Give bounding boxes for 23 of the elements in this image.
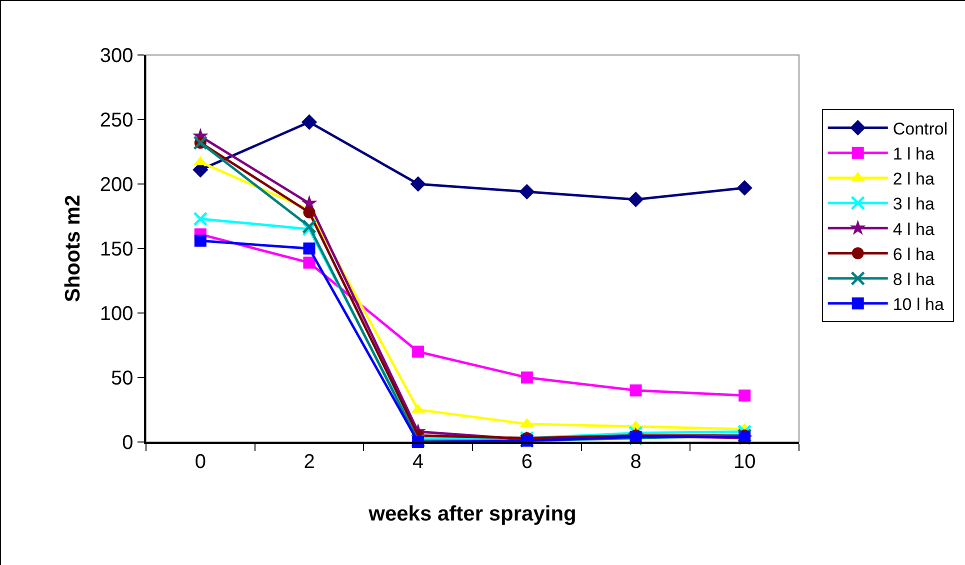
legend-label: 1 l ha xyxy=(892,144,935,164)
x-tick-label: 8 xyxy=(630,450,642,473)
x-tick-label: 2 xyxy=(304,450,315,473)
x-tick-label: 4 xyxy=(412,450,424,473)
y-tick-label: 250 xyxy=(100,110,134,132)
legend-label: 8 l ha xyxy=(892,270,935,289)
legend-label: 3 l ha xyxy=(892,194,935,214)
x-tick-label: 6 xyxy=(521,450,532,473)
y-tick-label: 50 xyxy=(111,368,134,390)
legend-label: 4 l ha xyxy=(892,220,935,239)
y-tick-label: 200 xyxy=(100,174,134,196)
legend-label: 6 l ha xyxy=(892,244,935,264)
x-axis-title: weeks after spraying xyxy=(368,502,576,526)
legend-label: Control xyxy=(892,119,948,138)
y-axis-title: Shoots m2 xyxy=(62,194,85,302)
x-tick-label: 0 xyxy=(194,450,206,473)
y-tick-label: 300 xyxy=(100,45,134,67)
y-tick-label: 150 xyxy=(100,238,134,260)
x-tick-label: 10 xyxy=(733,450,756,473)
legend-label: 10 l ha xyxy=(892,295,944,314)
legend-label: 2 l ha xyxy=(892,170,935,189)
y-tick-label: 0 xyxy=(122,432,134,454)
y-tick-label: 100 xyxy=(100,303,134,325)
